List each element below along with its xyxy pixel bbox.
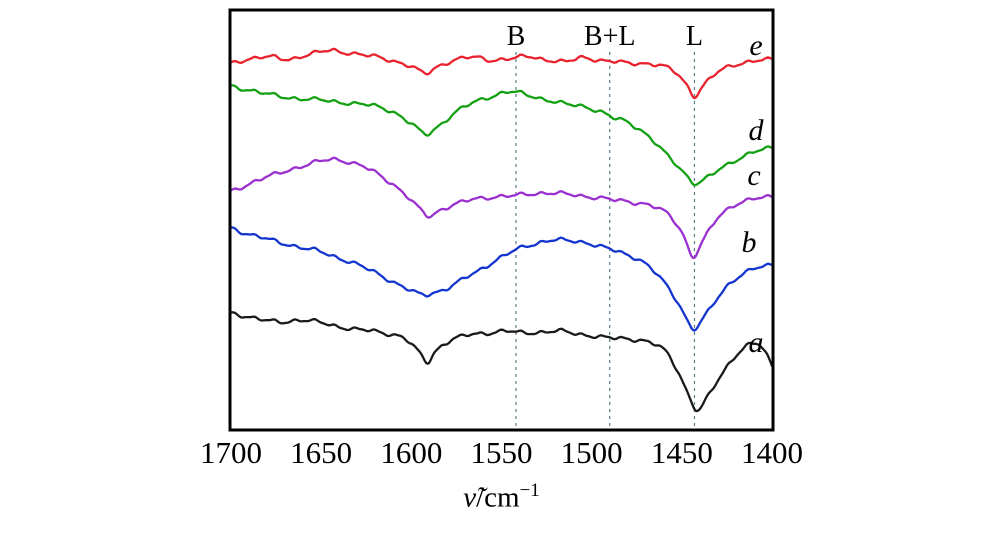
spectrum-curve-b (231, 226, 772, 332)
curve-label-d: d (749, 114, 765, 147)
tick-label-1700: 1700 (200, 435, 262, 470)
tick-label-1550: 1550 (471, 435, 533, 470)
annotation-label-B+L: B+L (584, 21, 636, 52)
tick-label-1500: 1500 (561, 435, 623, 470)
tick-label-1450: 1450 (651, 435, 713, 470)
x-axis-label-unit: /cm (476, 481, 520, 514)
spectrum-curve-c (231, 156, 772, 260)
curve-label-c: c (747, 159, 760, 192)
spectrum-curve-e (231, 47, 772, 100)
x-axis-label-nu: ν̃ (463, 481, 477, 514)
curve-label-a: a (749, 326, 764, 359)
tick-label-1600: 1600 (380, 435, 442, 470)
curve-label-b: b (742, 226, 757, 259)
plot-border (228, 8, 775, 432)
x-axis-label: ν̃/cm−1 (230, 480, 773, 515)
spectrum-curve-a (231, 311, 772, 413)
tick-label-1650: 1650 (290, 435, 352, 470)
annotation-label-B: B (507, 21, 526, 52)
spectrum-curve-d (231, 84, 772, 187)
x-axis-label-exponent: −1 (519, 480, 540, 501)
annotation-label-L: L (686, 21, 703, 52)
curve-label-e: e (749, 29, 762, 62)
tick-label-1400: 1400 (741, 435, 803, 470)
